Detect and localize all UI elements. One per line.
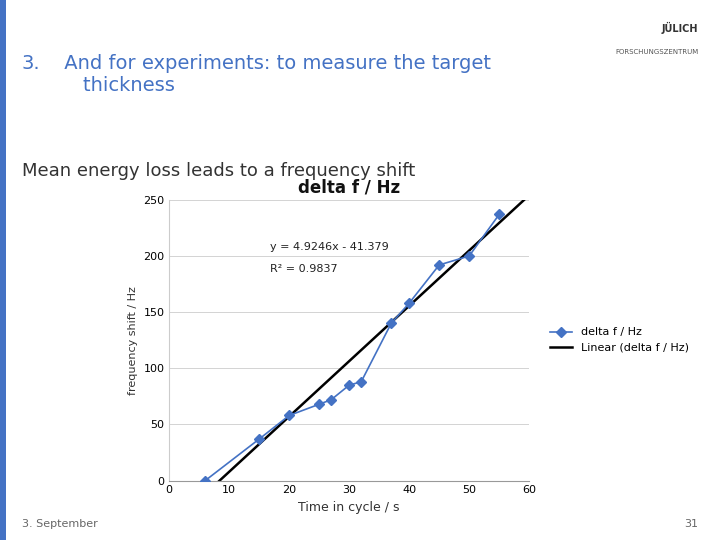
delta f / Hz [495,211,503,218]
Text: 3.: 3. [22,54,40,73]
delta f / Hz [201,477,210,484]
Text: 3. September: 3. September [22,519,97,529]
Line: delta f / Hz: delta f / Hz [202,211,503,484]
Text: FORSCHUNGSZENTRUM: FORSCHUNGSZENTRUM [615,49,698,55]
delta f / Hz [357,379,366,385]
Text: And for experiments: to measure the target
    thickness: And for experiments: to measure the targ… [58,54,490,95]
Title: delta f / Hz: delta f / Hz [298,179,400,197]
Text: 31: 31 [685,519,698,529]
Text: R² = 0.9837: R² = 0.9837 [270,265,338,274]
delta f / Hz [345,382,354,388]
Text: y = 4.9246x - 41.379: y = 4.9246x - 41.379 [270,242,389,252]
delta f / Hz [465,253,474,259]
delta f / Hz [387,320,395,327]
delta f / Hz [327,396,336,403]
delta f / Hz [435,262,444,268]
delta f / Hz [285,412,294,418]
X-axis label: Time in cycle / s: Time in cycle / s [299,501,400,514]
delta f / Hz [315,401,323,408]
Legend: delta f / Hz, Linear (delta f / Hz): delta f / Hz, Linear (delta f / Hz) [546,323,693,357]
Text: Mean energy loss leads to a frequency shift: Mean energy loss leads to a frequency sh… [22,162,415,180]
Text: JÜLICH: JÜLICH [662,22,698,33]
Y-axis label: frequency shift / Hz: frequency shift / Hz [127,286,138,395]
delta f / Hz [405,300,413,306]
delta f / Hz [255,436,264,442]
